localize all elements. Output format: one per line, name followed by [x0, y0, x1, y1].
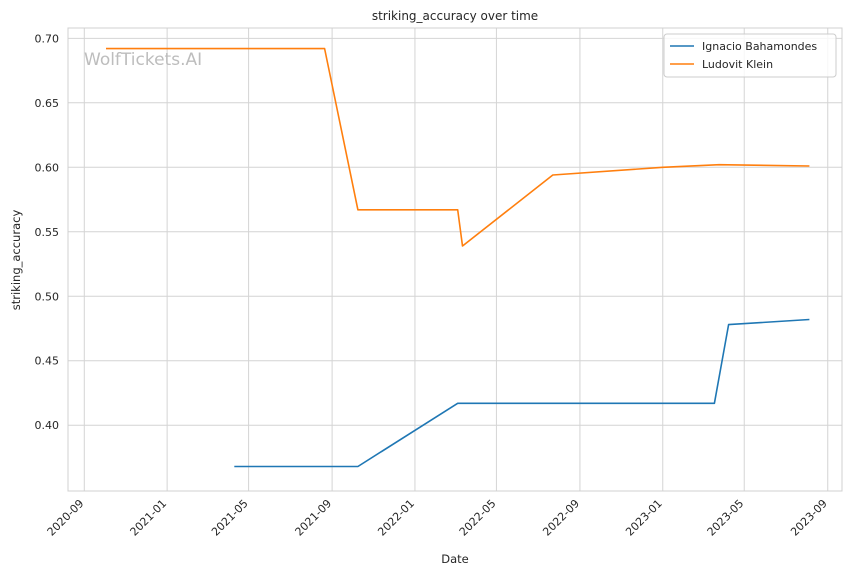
y-axis-title: striking_accuracy: [9, 210, 23, 311]
series-layer: [106, 47, 810, 468]
y-tick-label: 0.40: [35, 419, 60, 432]
y-tick-label: 0.65: [35, 97, 60, 110]
plot-area: [68, 28, 842, 491]
series-line-ludovit-klein: [106, 47, 810, 247]
legend-box: [663, 33, 837, 78]
watermark-text: WolfTickets.AI: [84, 50, 202, 70]
series-line-ignacio-bahamondes: [234, 318, 810, 468]
y-tick-label: 0.50: [35, 290, 60, 303]
chart-title: striking_accuracy over time: [372, 9, 538, 23]
y-tick-label: 0.60: [35, 161, 60, 174]
y-tick-label: 0.70: [35, 32, 60, 45]
y-tick-labels: 0.40 0.45 0.50 0.55 0.60 0.65 0.70: [35, 32, 60, 432]
plot-frame: [67, 27, 843, 492]
legend: Ignacio Bahamondes Ludovit Klein: [663, 33, 837, 78]
y-tick-label: 0.45: [35, 355, 60, 368]
legend-label-ludovit-klein: Ludovit Klein: [702, 58, 773, 71]
grid: [68, 28, 842, 491]
legend-label-ignacio-bahamondes: Ignacio Bahamondes: [702, 40, 817, 53]
y-tick-label: 0.55: [35, 226, 60, 239]
x-axis-title: Date: [441, 552, 469, 566]
